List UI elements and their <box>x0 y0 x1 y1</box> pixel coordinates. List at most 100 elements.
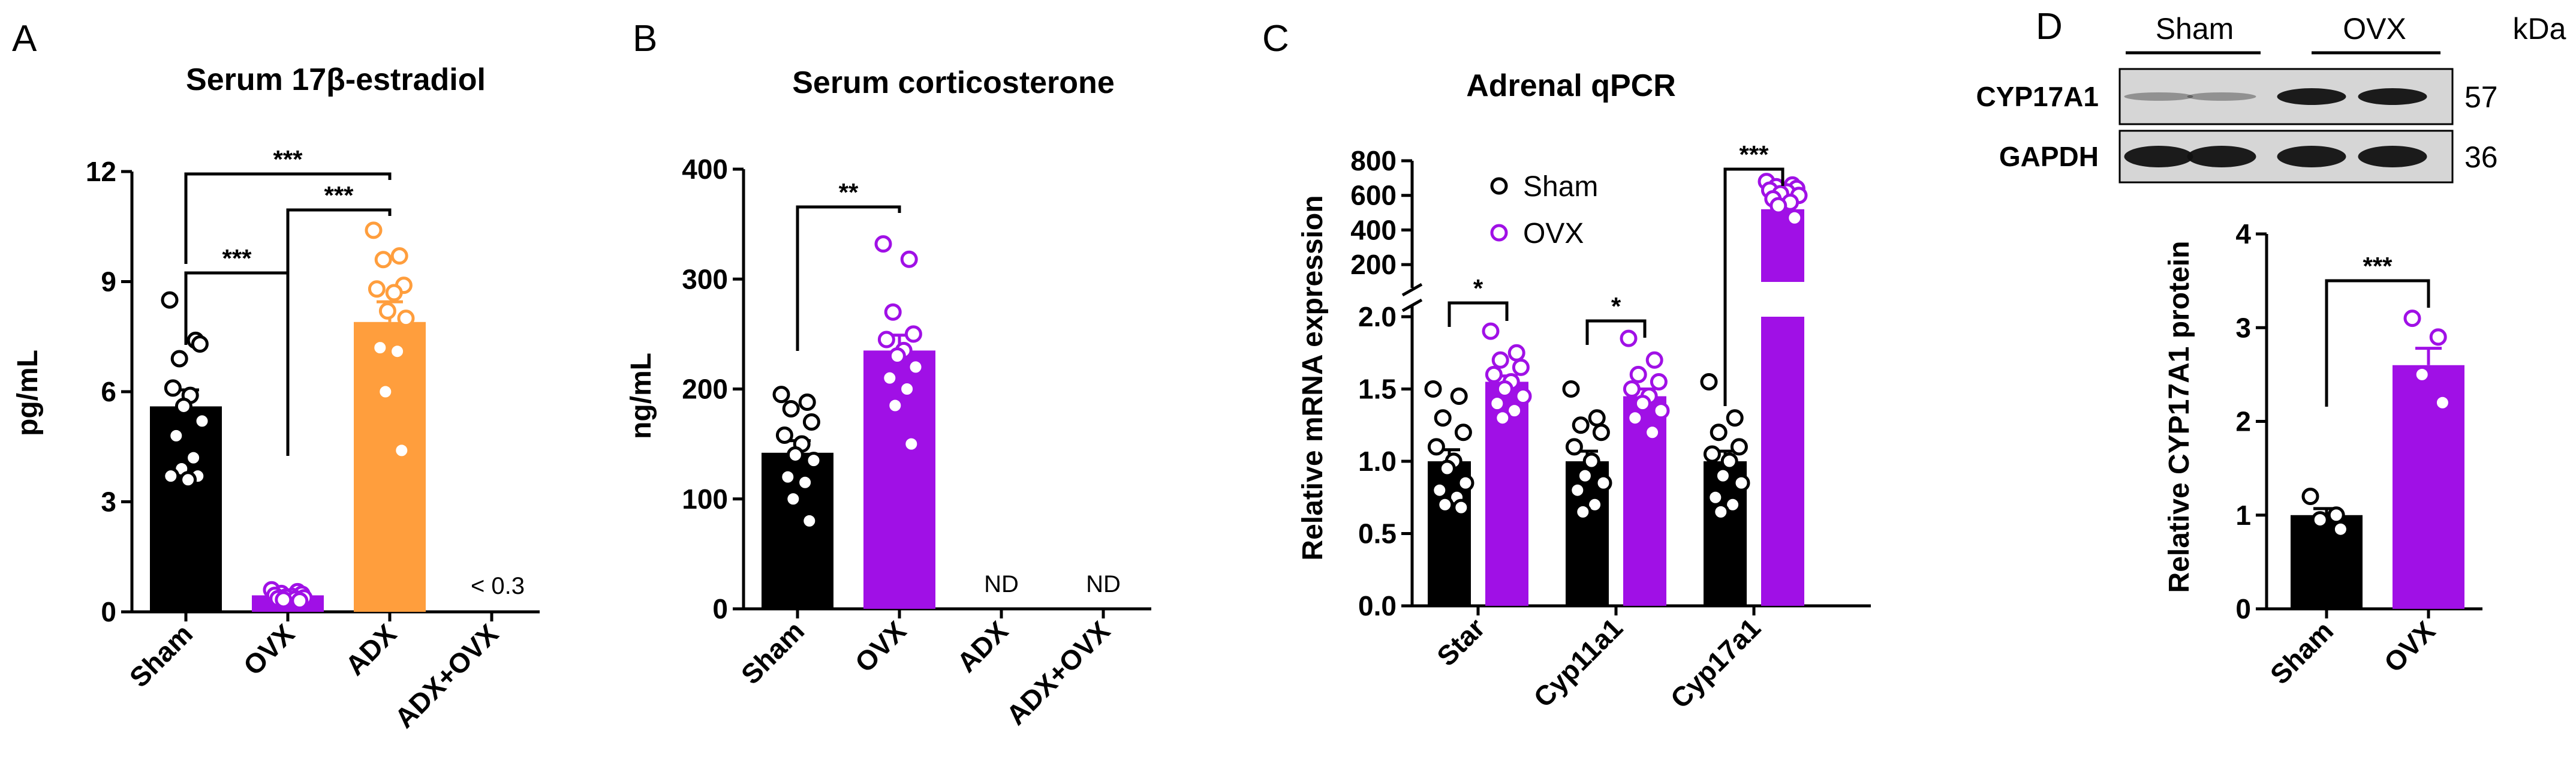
panel-d-x-tick-label: Sham <box>2264 615 2339 690</box>
panel-d-y-tick-label: 0 <box>2235 593 2251 624</box>
panel-b-x-tick-label: Sham <box>735 615 810 690</box>
panel-b-plot: 0 100 200 300 400 Sham OVX ND ADX ND ADX+OVX ** <box>682 154 1151 731</box>
panel-b-bar <box>863 350 935 609</box>
panel-c-y-tick-label: 1.0 <box>1358 446 1397 477</box>
western-blot: Sham OVX kDa CYP17A1 57 GAPDH 36 <box>1976 12 2566 184</box>
panel-a-ylabel: pg/mL <box>12 350 44 436</box>
panel-b-point <box>796 473 814 491</box>
panel-c-point <box>1427 438 1445 456</box>
panel-b-ylabel: ng/mL <box>625 353 657 439</box>
panel-b-point <box>798 393 816 411</box>
blot-band <box>2277 88 2346 105</box>
panel-a-plot: 0 3 6 9 12 Sham OVX ADX < 0.3 ADX+OVX *** *** *** <box>86 145 540 734</box>
panel-c-y-tick-label: 1.5 <box>1358 374 1397 405</box>
panel-a-point <box>185 449 203 467</box>
panel-c-y-tick-label: 600 <box>1350 180 1397 211</box>
panel-b-y-tick-label: 300 <box>682 263 728 295</box>
panel-c-point <box>1438 459 1456 477</box>
panel-a-point <box>377 383 395 401</box>
panel-a-point <box>174 397 192 415</box>
panel-b-point <box>884 303 902 321</box>
significance-bracket <box>1448 301 1509 327</box>
panel-a-point <box>291 592 309 610</box>
panel-d-bar <box>2393 365 2464 609</box>
panel-a-point <box>397 310 415 328</box>
panel-c-point <box>1452 498 1470 516</box>
panel-c-point <box>1623 380 1641 398</box>
panel-d-y-tick-label: 4 <box>2235 218 2251 250</box>
significance-bracket <box>1585 319 1647 345</box>
panel-a-point <box>179 471 197 489</box>
panel-c-point <box>1592 423 1610 441</box>
panel-c-point <box>1650 373 1668 390</box>
panel-c-point <box>1629 365 1647 383</box>
panel-c-letter: C <box>1262 18 1289 59</box>
panel-a: A Serum 17β-estradiol pg/mL 0 3 6 9 12 Sham OV… <box>12 18 540 734</box>
panel-c-point <box>1770 197 1787 215</box>
panel-d-bar <box>2291 515 2363 609</box>
panel-d-point <box>2403 310 2421 328</box>
panel-a-y-tick-label: 3 <box>101 486 116 518</box>
panel-c-y-tick-label: 0.5 <box>1358 518 1397 549</box>
panel-b-point <box>877 331 895 349</box>
significance-label: *** <box>324 181 354 209</box>
panel-a-point <box>161 291 179 309</box>
panel-a-x-tick-label: OVX <box>237 618 301 681</box>
panel-b-point <box>881 369 899 387</box>
panel-c-point <box>1512 358 1530 376</box>
panel-d-point <box>2413 365 2431 383</box>
panel-c-point <box>1514 388 1532 405</box>
panel-c-point <box>1572 416 1590 434</box>
panel-c-point <box>1424 380 1442 398</box>
significance-label: *** <box>2363 252 2393 280</box>
panel-c-point <box>1644 423 1662 441</box>
significance-label: ** <box>839 178 859 206</box>
panel-c-point <box>1576 467 1594 485</box>
panel-d: D Sham OVX kDa CYP17A1 57 GAPDH 36 Relative CY… <box>1976 6 2566 690</box>
significance-label: *** <box>273 145 303 173</box>
panel-c-x-tick-label: Cyp17a1 <box>1664 612 1767 714</box>
panel-c-y-tick-label: 400 <box>1350 214 1397 245</box>
panel-c-point <box>1714 467 1732 485</box>
blot-kda-label: kDa <box>2513 12 2566 46</box>
panel-a-bar <box>150 406 222 612</box>
panel-c-point <box>1786 209 1804 227</box>
panel-a-point <box>191 335 209 353</box>
panel-b-point <box>907 358 925 376</box>
panel-c-point <box>1620 329 1638 347</box>
panel-b-y-tick-label: 200 <box>682 374 728 405</box>
panel-b-annotation: ND <box>1086 571 1121 597</box>
panel-c-y-tick-label: 800 <box>1350 145 1397 176</box>
significance-label: *** <box>1739 140 1769 169</box>
panel-a-y-tick-label: 12 <box>86 156 116 187</box>
panel-c-point <box>1488 395 1506 413</box>
panel-c-point <box>1491 351 1509 369</box>
panel-c-x-tick-label: Star <box>1431 612 1491 672</box>
legend-marker-sham <box>1490 177 1508 195</box>
blot-band <box>2358 146 2427 167</box>
panel-c-axis-break <box>1401 283 1423 297</box>
panel-a-x-tick-label: ADX <box>339 618 403 681</box>
significance-bracket <box>796 205 901 351</box>
panel-a-point <box>167 426 185 444</box>
panel-c-axis-break <box>1401 298 1423 313</box>
panel-d-y-tick-label: 2 <box>2235 406 2251 437</box>
panel-a-x-tick-label: ADX+OVX <box>389 618 504 734</box>
panel-d-letter: D <box>2036 6 2063 47</box>
panel-c-bar <box>1761 317 1804 606</box>
panel-b-point <box>775 426 793 444</box>
panel-c-point <box>1720 452 1738 470</box>
panel-b-point <box>779 468 797 486</box>
panel-c: C Adrenal qPCR Relative mRNA expression … <box>1262 18 1871 714</box>
panel-b-point <box>900 250 918 268</box>
panel-d-x-tick-label: OVX <box>2378 615 2442 678</box>
panel-c-point <box>1645 351 1663 369</box>
panel-c-point <box>1726 409 1744 427</box>
panel-b-x-tick-label: ADX <box>951 615 1015 678</box>
panel-c-point <box>1574 503 1592 521</box>
blot-band <box>2358 88 2427 105</box>
panel-b-point <box>904 325 922 343</box>
panel-b-point <box>786 446 804 464</box>
panel-a-point <box>378 302 396 320</box>
